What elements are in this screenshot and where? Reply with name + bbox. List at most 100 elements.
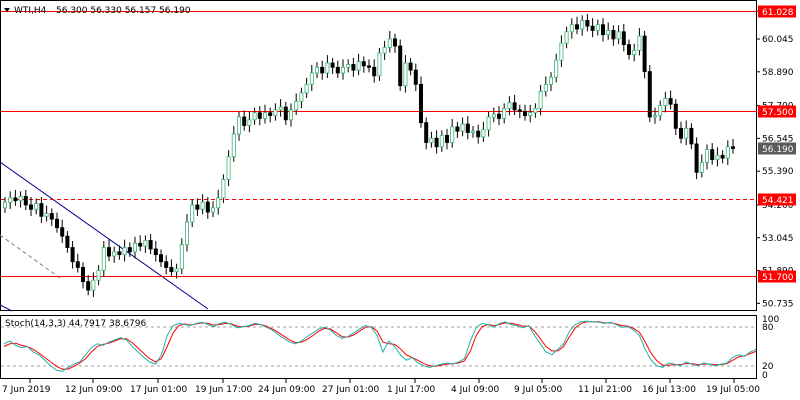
candle-body	[117, 251, 122, 256]
time-tick-label: 16 Jul 13:00	[642, 385, 696, 395]
stoch-label: Stoch(14,3,3) 44.7917 38.6796	[5, 319, 146, 329]
candle-body	[164, 261, 169, 268]
candle-body	[455, 126, 460, 132]
candle-body	[585, 20, 590, 27]
candle-body	[28, 204, 33, 210]
candle-body	[465, 123, 470, 133]
time-axis: 7 Jun 2019 12 Jun 09:00 17 Jun 01:00 19 Jun…	[2, 379, 760, 395]
candle-body	[174, 268, 179, 273]
candle-body	[554, 59, 559, 78]
stoch-level-80: 80	[762, 323, 774, 333]
dashed-channel-line[interactable]	[0, 234, 61, 279]
candle-body	[496, 113, 501, 119]
level-price-tag-label: 51.700	[762, 273, 794, 283]
candle-body	[60, 227, 65, 237]
candle-body	[335, 66, 340, 74]
candle-body	[247, 119, 252, 126]
candle-body	[658, 105, 663, 116]
level-price-tag	[758, 105, 796, 118]
candle-body	[731, 146, 736, 149]
candle-body	[601, 24, 606, 36]
candle-body	[507, 102, 512, 109]
candle-body	[91, 279, 96, 291]
candle-body	[39, 203, 44, 217]
time-tick-label: 11 Jul 21:00	[578, 385, 632, 395]
price-tick-label: 55.390	[762, 167, 794, 177]
candle-body	[720, 154, 725, 159]
candle-body	[580, 20, 585, 30]
candle-body	[470, 130, 475, 133]
time-tick-label: 1 Jul 17:00	[387, 385, 436, 395]
candle-body	[543, 83, 548, 92]
candle-body	[216, 197, 221, 209]
candle-body	[49, 213, 54, 220]
horizontal-levels[interactable]	[1, 11, 757, 277]
candle-body	[153, 248, 158, 256]
dropdown-arrow-icon[interactable]	[4, 8, 10, 12]
candle-body	[517, 109, 522, 112]
candle-body	[575, 24, 580, 30]
candle-body	[699, 161, 704, 173]
candle-body	[13, 197, 18, 202]
time-tick-label: 19 Jun 17:00	[195, 385, 252, 395]
candle-body	[621, 31, 626, 45]
level-price-tag-label: 61.028	[762, 8, 794, 18]
candle-body	[444, 135, 449, 143]
time-tick-label: 12 Jun 09:00	[65, 385, 122, 395]
candle-body	[148, 240, 153, 250]
candle-body	[23, 196, 28, 206]
price-tick-label: 56.545	[762, 134, 794, 144]
candle-body	[132, 242, 137, 253]
candle-body	[606, 29, 611, 36]
level-price-tag-label: 54.421	[762, 196, 794, 206]
candle-body	[486, 116, 491, 131]
candle-body	[725, 146, 730, 159]
candle-body	[236, 116, 241, 135]
candle-body	[705, 149, 710, 163]
candle-body	[356, 61, 361, 71]
candle-body	[122, 247, 127, 256]
candle-body	[569, 24, 574, 33]
candle-body	[231, 133, 236, 158]
price-axis: 61.02860.04558.89057.70056.54555.39054.2…	[757, 7, 794, 309]
candle-body	[195, 204, 200, 210]
lower-trend-stub[interactable]	[0, 304, 13, 312]
candle-body	[647, 71, 652, 118]
candle-body	[351, 64, 356, 71]
candle-body	[34, 203, 39, 210]
candle-body	[112, 251, 117, 257]
level-price-tag-label: 57.500	[762, 108, 794, 118]
candle-body	[70, 247, 75, 263]
candle-body	[44, 213, 49, 217]
candle-body	[398, 45, 403, 87]
candle-body	[653, 115, 658, 118]
candle-body	[538, 91, 543, 109]
descending-trend-line[interactable]	[0, 161, 209, 310]
candle-body	[314, 66, 319, 74]
candle-body	[294, 100, 299, 111]
candle-body	[283, 106, 288, 121]
candle-body	[340, 66, 345, 74]
candle-body	[668, 98, 673, 105]
candle-body	[75, 261, 80, 268]
candle-body	[382, 47, 387, 54]
candle-body	[221, 179, 226, 199]
candle-body	[299, 92, 304, 102]
candle-body	[288, 109, 293, 121]
candle-body	[179, 244, 184, 270]
candle-body	[262, 112, 267, 119]
candle-body	[523, 110, 528, 116]
price-tick-label: 58.890	[762, 68, 794, 78]
candle-body	[252, 112, 257, 121]
candle-body	[138, 242, 143, 247]
candle-body	[418, 83, 423, 124]
indicator-frame	[0, 315, 757, 379]
candle-body	[512, 102, 517, 111]
candle-body	[616, 31, 621, 40]
symbol-label: WTI,H4	[14, 6, 47, 16]
candle-body	[715, 154, 720, 160]
candle-body	[481, 129, 486, 138]
candle-body	[679, 127, 684, 139]
candle-body	[637, 35, 642, 51]
